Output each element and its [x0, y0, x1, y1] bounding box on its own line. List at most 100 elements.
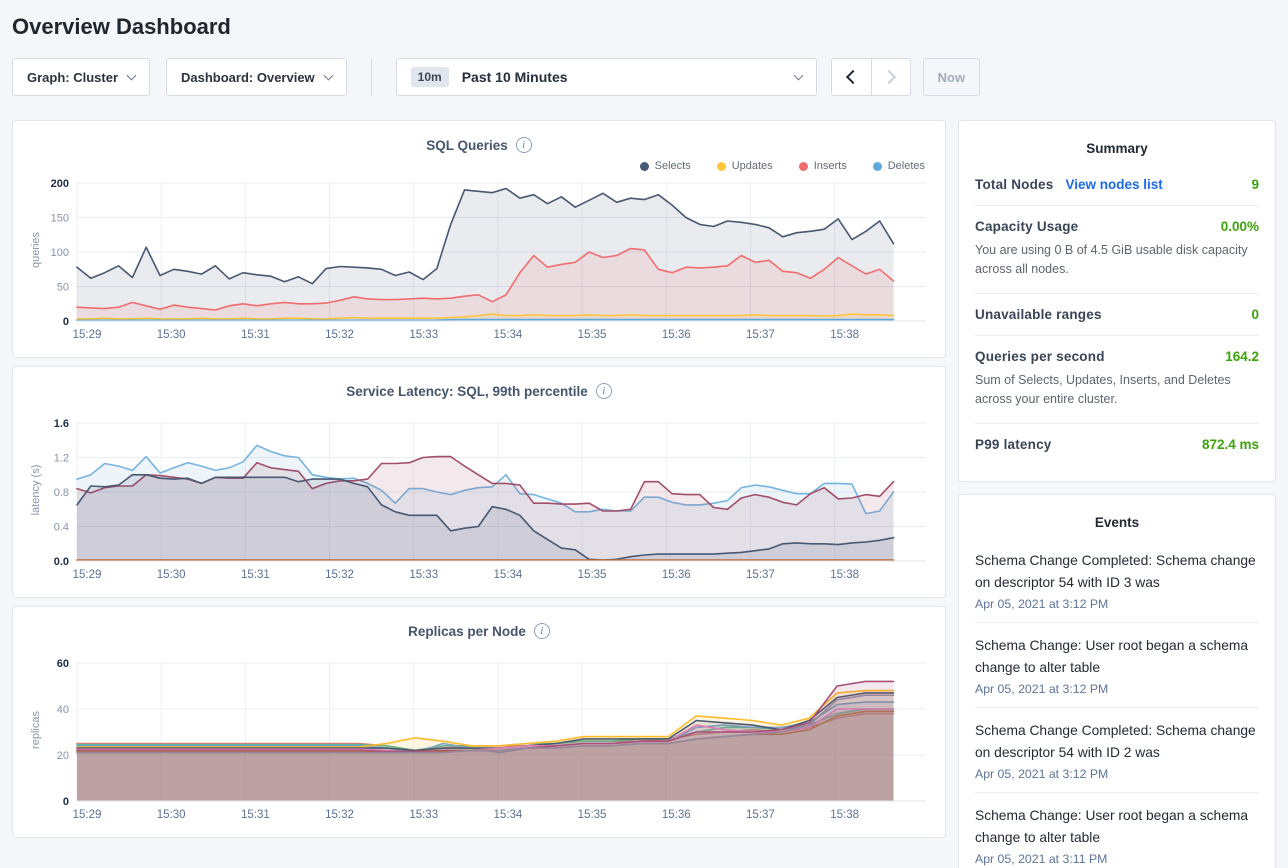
summary-label: Capacity Usage [975, 219, 1079, 234]
svg-text:15:31: 15:31 [241, 569, 270, 581]
svg-text:60: 60 [57, 658, 69, 670]
charts-column: SQL Queries i Selects Updates Inserts Delet… [12, 120, 946, 838]
event-text: Schema Change: User root began a schema … [975, 637, 1249, 675]
page-header: Overview Dashboard [0, 0, 1288, 58]
time-range-badge: 10m [410, 67, 449, 87]
summary-value: 0 [1251, 306, 1259, 322]
svg-text:15:33: 15:33 [409, 329, 438, 341]
summary-value: 872.4 ms [1201, 436, 1259, 452]
event-timestamp: Apr 05, 2021 at 3:12 PM [975, 596, 1109, 611]
svg-text:200: 200 [51, 178, 69, 190]
legend-dot [798, 161, 808, 171]
summary-label: Unavailable ranges [975, 306, 1102, 322]
svg-text:15:36: 15:36 [662, 329, 691, 341]
replicas-per-node-panel: Replicas per Node i replicas 15:29 15:30 1… [12, 606, 946, 838]
legend-dot [872, 161, 882, 171]
prev-range-button[interactable] [832, 59, 871, 95]
svg-text:15:34: 15:34 [494, 329, 523, 341]
summary-label: Total Nodes [975, 177, 1054, 192]
time-range-label: Past 10 Minutes [461, 69, 568, 85]
sql-queries-chart[interactable]: 15:29 15:30 15:31 15:32 15:33 15:34 15:35 15:36… [31, 175, 927, 347]
summary-title: Summary [1086, 141, 1148, 156]
summary-panel: Summary Total Nodes View nodes list 9 Capac… [958, 120, 1276, 482]
page-title: Overview Dashboard [12, 14, 231, 39]
summary-row: Total Nodes View nodes list 9 [975, 164, 1259, 205]
events-title: Events [1094, 514, 1140, 530]
event-text: Schema Change: User root began a schema … [975, 807, 1249, 845]
chevron-down-icon [793, 70, 804, 80]
main-content: SQL Queries i Selects Updates Inserts Delet… [0, 96, 1288, 868]
svg-text:15:38: 15:38 [830, 329, 859, 341]
events-list: Schema Change Completed: Schema change o… [975, 538, 1259, 868]
legend-item-inserts: Inserts [798, 159, 847, 173]
summary-value: 164.2 [1225, 348, 1259, 364]
legend-label: Selects [654, 160, 691, 172]
legend-label: Deletes [887, 160, 925, 172]
svg-text:15:30: 15:30 [157, 809, 186, 821]
chart-title: Service Latency: SQL, 99th percentile [346, 383, 588, 399]
svg-text:0: 0 [63, 316, 69, 328]
graph-selector-label: Graph: Cluster [27, 69, 119, 85]
svg-text:15:36: 15:36 [662, 569, 691, 581]
view-nodes-list-link[interactable]: View nodes list [1065, 177, 1163, 192]
summary-subtext: You are using 0 B of 4.5 GiB usable disk… [975, 243, 1248, 277]
event-item: Schema Change: User root began a schema … [975, 791, 1259, 868]
event-timestamp: Apr 05, 2021 at 3:12 PM [975, 766, 1109, 781]
svg-text:15:31: 15:31 [241, 329, 270, 341]
dashboard-selector-label: Dashboard: Overview [181, 69, 315, 85]
now-button[interactable]: Now [922, 58, 981, 96]
event-item: Schema Change Completed: Schema change o… [975, 706, 1259, 792]
info-icon[interactable]: i [515, 137, 532, 153]
summary-subtext: Sum of Selects, Updates, Inserts, and De… [975, 372, 1231, 407]
svg-text:15:35: 15:35 [578, 329, 607, 341]
time-step-group [830, 58, 911, 96]
svg-text:15:30: 15:30 [157, 329, 186, 341]
svg-text:50: 50 [57, 282, 69, 294]
svg-text:0.0: 0.0 [54, 556, 69, 568]
svg-text:15:29: 15:29 [73, 329, 102, 341]
legend-item-updates: Updates [716, 159, 773, 173]
service-latency-panel: Service Latency: SQL, 99th percentile i … [12, 366, 946, 598]
svg-text:1.2: 1.2 [54, 453, 69, 465]
svg-text:15:32: 15:32 [325, 569, 354, 581]
svg-text:20: 20 [57, 750, 69, 762]
legend-item-deletes: Deletes [872, 159, 925, 173]
summary-value: 0.00% [1220, 219, 1259, 234]
event-text: Schema Change Completed: Schema change o… [975, 552, 1256, 590]
info-icon[interactable]: i [533, 623, 550, 639]
toolbar-divider [370, 58, 372, 96]
legend-label: Inserts [813, 160, 847, 172]
svg-text:15:33: 15:33 [409, 569, 438, 581]
event-item: Schema Change Completed: Schema change o… [975, 538, 1259, 622]
svg-text:15:37: 15:37 [746, 329, 775, 341]
next-range-button[interactable] [870, 59, 910, 95]
event-text: Schema Change Completed: Schema change o… [975, 722, 1256, 760]
service-latency-chart[interactable]: 15:29 15:30 15:31 15:32 15:33 15:34 15:35 15:36… [31, 415, 927, 587]
svg-text:15:29: 15:29 [73, 809, 102, 821]
info-icon[interactable]: i [595, 383, 612, 399]
svg-text:15:30: 15:30 [157, 569, 186, 581]
svg-text:15:34: 15:34 [494, 809, 523, 821]
chevron-down-icon [323, 70, 334, 80]
chevron-right-icon [881, 69, 896, 85]
svg-text:15:35: 15:35 [578, 569, 607, 581]
replicas-per-node-chart[interactable]: 15:29 15:30 15:31 15:32 15:33 15:34 15:35 15:36… [31, 655, 927, 827]
legend-item-selects: Selects [639, 159, 691, 173]
event-timestamp: Apr 05, 2021 at 3:12 PM [975, 681, 1109, 696]
dashboard-selector-dropdown[interactable]: Dashboard: Overview [166, 58, 347, 96]
events-panel: Events Schema Change Completed: Schema c… [958, 493, 1276, 868]
svg-text:15:32: 15:32 [325, 329, 354, 341]
chart-title: SQL Queries [426, 137, 508, 153]
svg-text:15:32: 15:32 [325, 809, 354, 821]
svg-text:15:31: 15:31 [241, 809, 270, 821]
event-timestamp: Apr 05, 2021 at 3:11 PM [975, 852, 1108, 866]
svg-text:15:29: 15:29 [73, 569, 102, 581]
summary-row: Queries per second 164.2 Sum of Selects, U… [975, 334, 1259, 423]
time-range-dropdown[interactable]: 10m Past 10 Minutes [395, 58, 817, 96]
svg-text:0: 0 [63, 796, 69, 808]
graph-selector-dropdown[interactable]: Graph: Cluster [12, 58, 151, 96]
svg-text:15:33: 15:33 [409, 809, 438, 821]
summary-row: P99 latency 872.4 ms [975, 422, 1259, 465]
legend-dot [639, 161, 649, 171]
chart-title: Replicas per Node [408, 623, 526, 639]
